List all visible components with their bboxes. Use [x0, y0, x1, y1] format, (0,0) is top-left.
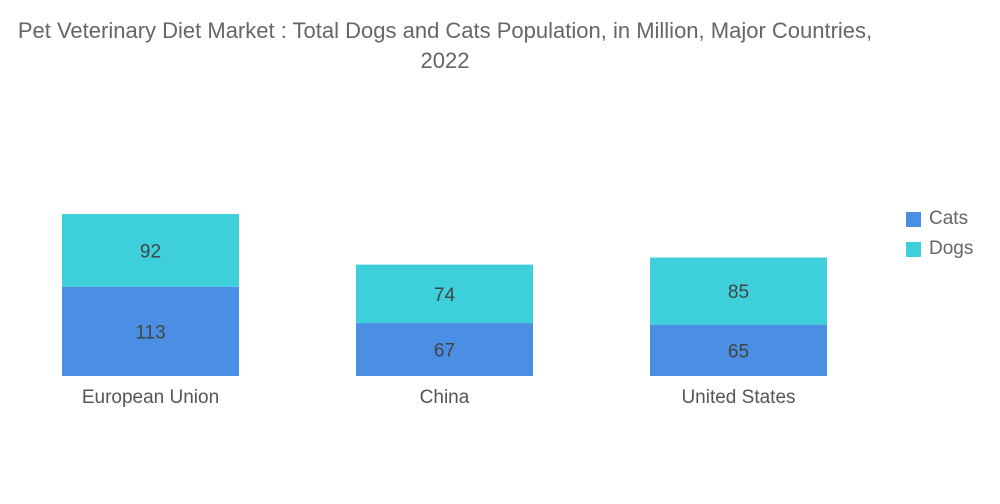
legend-label: Dogs [929, 238, 974, 259]
data-label: 65 [728, 341, 749, 362]
legend-item: Dogs [906, 234, 973, 264]
legend-item: Cats [906, 204, 973, 234]
bar-cats [356, 323, 533, 376]
legend: Cats Dogs [906, 204, 973, 264]
x-tick-label: United States [681, 387, 795, 408]
bar-cats [650, 324, 827, 376]
legend-label: Cats [929, 208, 969, 229]
x-tick-label: China [420, 387, 470, 408]
bar-cats [62, 286, 239, 376]
x-tick-label: European Union [82, 387, 219, 408]
data-label: 113 [135, 322, 165, 343]
data-label: 85 [728, 282, 749, 303]
bar-dogs [650, 257, 827, 325]
legend-swatch [906, 211, 921, 227]
bar-dogs [356, 264, 533, 324]
legend-swatch [906, 241, 921, 257]
chart-title: Pet Veterinary Diet Market : Total Dogs … [17, 18, 873, 73]
data-label: 92 [140, 241, 161, 262]
data-label: 74 [434, 285, 456, 306]
bar-dogs [62, 214, 239, 287]
data-label: 67 [434, 341, 455, 362]
